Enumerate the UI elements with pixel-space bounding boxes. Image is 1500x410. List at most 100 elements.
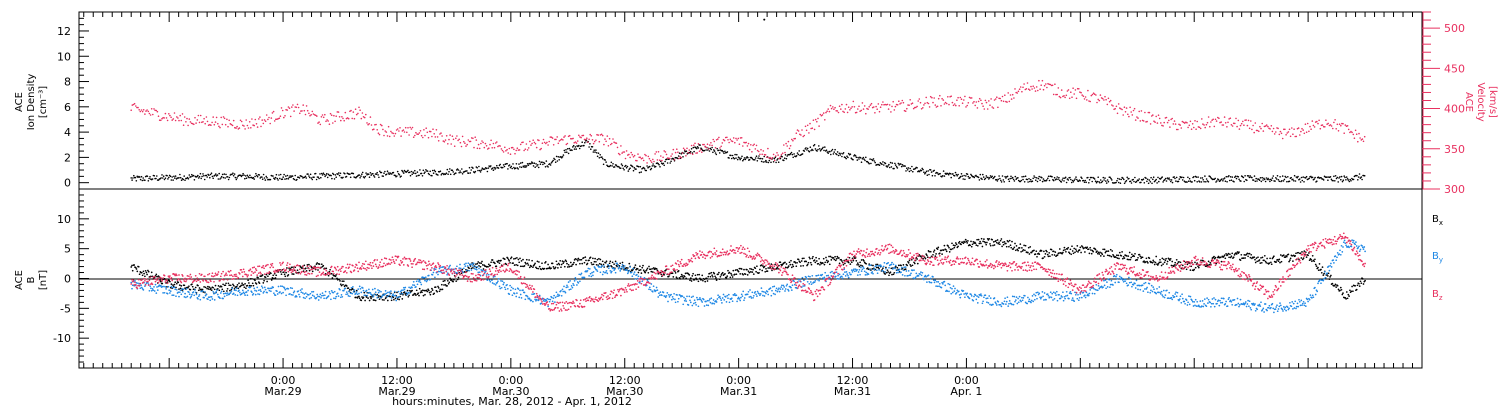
bx-point — [672, 276, 675, 278]
bx-point — [1011, 240, 1013, 243]
velocity-point — [554, 138, 556, 141]
bx-point — [985, 243, 988, 246]
bx-point — [1289, 257, 1292, 260]
velocity-point — [538, 139, 540, 142]
bx-point — [791, 263, 794, 266]
velocity-point — [1173, 120, 1176, 122]
by-point — [569, 288, 572, 291]
bx-point — [1023, 244, 1025, 247]
bx-point — [937, 246, 940, 249]
bx-point — [976, 238, 978, 241]
density-outlier-point — [763, 18, 766, 21]
bx-point — [207, 285, 209, 288]
by-point — [284, 288, 287, 291]
bx-point — [403, 291, 406, 293]
by-point — [558, 294, 561, 297]
bx-point — [940, 249, 943, 252]
by-point — [233, 289, 236, 291]
velocity-point — [1142, 120, 1145, 122]
by-point — [295, 295, 298, 298]
by-point — [674, 298, 676, 301]
density-point — [171, 176, 173, 178]
density-point — [638, 171, 641, 174]
density-point — [326, 172, 328, 175]
bx-point — [422, 294, 425, 297]
by-point — [462, 267, 465, 270]
velocity-point — [810, 127, 812, 130]
velocity-point — [338, 116, 341, 118]
bx-point — [1027, 251, 1029, 254]
bx-point — [540, 268, 543, 271]
bx-point — [166, 286, 168, 288]
bx-point — [1156, 264, 1159, 266]
velocity-point — [796, 129, 799, 131]
velocity-point — [1273, 133, 1276, 135]
velocity-point — [526, 149, 529, 151]
density-point — [673, 160, 676, 162]
bx-point — [882, 267, 884, 270]
bx-point — [522, 258, 524, 261]
bx-point — [790, 259, 792, 262]
bx-point — [954, 242, 957, 244]
density-point — [1029, 178, 1032, 181]
density-point — [1035, 177, 1038, 179]
bx-point — [1152, 259, 1155, 262]
density-point — [731, 154, 734, 157]
bx-point — [806, 263, 809, 266]
velocity-point — [1238, 128, 1241, 130]
by-point — [412, 284, 414, 286]
density-point — [989, 175, 992, 177]
by-point — [509, 289, 512, 292]
bx-point — [547, 263, 549, 266]
velocity-point — [1017, 90, 1020, 93]
density-point — [1053, 176, 1056, 179]
density-point — [317, 176, 320, 178]
velocity-point — [572, 137, 574, 140]
bx-point — [718, 278, 721, 281]
density-point — [950, 176, 952, 179]
bx-point — [513, 264, 516, 266]
bx-point — [605, 260, 608, 263]
bx-point — [532, 266, 534, 269]
by-point — [317, 295, 319, 298]
velocity-point — [832, 106, 834, 108]
bx-point — [638, 269, 641, 272]
density-point — [385, 173, 388, 176]
by-point — [334, 297, 337, 300]
density-point — [884, 162, 887, 165]
density-point — [1293, 174, 1296, 177]
bx-point — [373, 299, 376, 301]
density-point — [745, 157, 747, 159]
density-point — [424, 171, 426, 173]
bx-point — [1287, 253, 1290, 256]
density-point — [1233, 181, 1235, 183]
velocity-point — [506, 148, 508, 151]
velocity-point — [284, 115, 286, 117]
density-point — [307, 173, 309, 175]
velocity-point — [858, 105, 860, 108]
velocity-point — [362, 116, 365, 118]
by-point — [445, 268, 448, 271]
density-point — [166, 174, 168, 177]
density-point — [321, 174, 324, 176]
bx-point — [340, 284, 343, 287]
by-point — [648, 288, 650, 291]
density-point — [893, 167, 895, 170]
by-point — [156, 286, 158, 288]
density-point — [761, 158, 764, 160]
density-point — [334, 174, 337, 176]
by-point — [308, 293, 310, 296]
by-point — [203, 296, 205, 299]
by-point — [312, 290, 315, 293]
velocity-point — [977, 100, 980, 103]
by-point — [352, 286, 354, 288]
density-point — [1170, 179, 1173, 181]
bx-point — [1067, 246, 1070, 249]
velocity-point — [1082, 95, 1085, 97]
density-point — [809, 146, 812, 148]
bx-point — [982, 240, 984, 243]
velocity-point — [1083, 98, 1086, 100]
density-point — [977, 176, 980, 179]
density-point — [1249, 175, 1251, 177]
velocity-point — [1351, 131, 1353, 134]
